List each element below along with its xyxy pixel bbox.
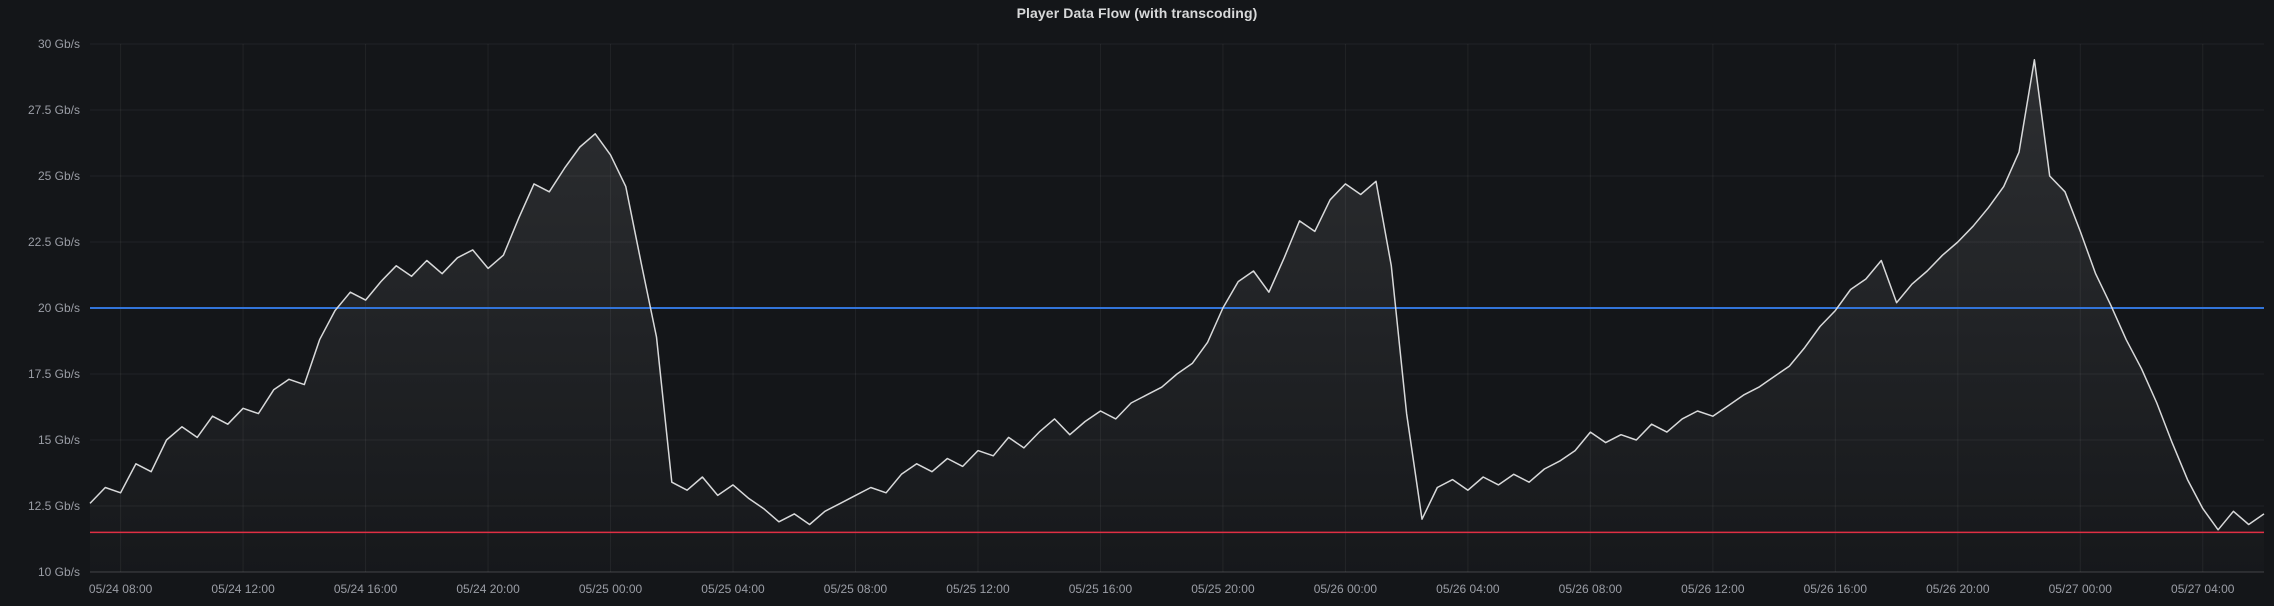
x-tick-label: 05/24 20:00 <box>456 582 520 596</box>
panel-title: Player Data Flow (with transcoding) <box>1016 5 1258 21</box>
x-tick-label: 05/26 12:00 <box>1681 582 1745 596</box>
x-tick-label: 05/26 20:00 <box>1926 582 1990 596</box>
threshold-lines <box>90 307 2264 534</box>
x-tick-label: 05/25 04:00 <box>701 582 765 596</box>
x-tick-label: 05/27 04:00 <box>2171 582 2235 596</box>
x-tick-label: 05/25 12:00 <box>946 582 1010 596</box>
y-tick-label: 15 Gb/s <box>38 433 80 447</box>
x-tick-label: 05/25 16:00 <box>1069 582 1133 596</box>
y-tick-label: 22.5 Gb/s <box>28 235 80 249</box>
y-tick-label: 20 Gb/s <box>38 301 80 315</box>
x-tick-label: 05/24 16:00 <box>334 582 398 596</box>
x-tick-label: 05/26 04:00 <box>1436 582 1500 596</box>
x-tick-label: 05/26 08:00 <box>1559 582 1623 596</box>
x-tick-label: 05/24 08:00 <box>89 582 153 596</box>
y-tick-label: 17.5 Gb/s <box>28 367 80 381</box>
y-tick-label: 27.5 Gb/s <box>28 103 80 117</box>
y-tick-label: 12.5 Gb/s <box>28 499 80 513</box>
x-tick-label: 05/25 20:00 <box>1191 582 1255 596</box>
x-tick-label: 05/27 00:00 <box>2049 582 2113 596</box>
x-axis-labels: 05/24 08:00 05/24 12:00 05/24 16:00 05/24 2… <box>89 582 2235 596</box>
y-tick-label: 10 Gb/s <box>38 565 80 579</box>
x-tick-label: 05/24 12:00 <box>211 582 275 596</box>
x-tick-label: 05/25 00:00 <box>579 582 643 596</box>
series-area <box>90 59 2264 573</box>
x-tick-label: 05/26 16:00 <box>1804 582 1868 596</box>
x-tick-label: 05/26 00:00 <box>1314 582 1378 596</box>
y-tick-label: 30 Gb/s <box>38 37 80 51</box>
y-tick-label: 25 Gb/s <box>38 169 80 183</box>
x-tick-label: 05/25 08:00 <box>824 582 888 596</box>
y-axis-labels: 10 Gb/s 12.5 Gb/s 15 Gb/s 17.5 Gb/s 20 Gb/s 2… <box>28 37 80 579</box>
series-line <box>89 59 2265 531</box>
